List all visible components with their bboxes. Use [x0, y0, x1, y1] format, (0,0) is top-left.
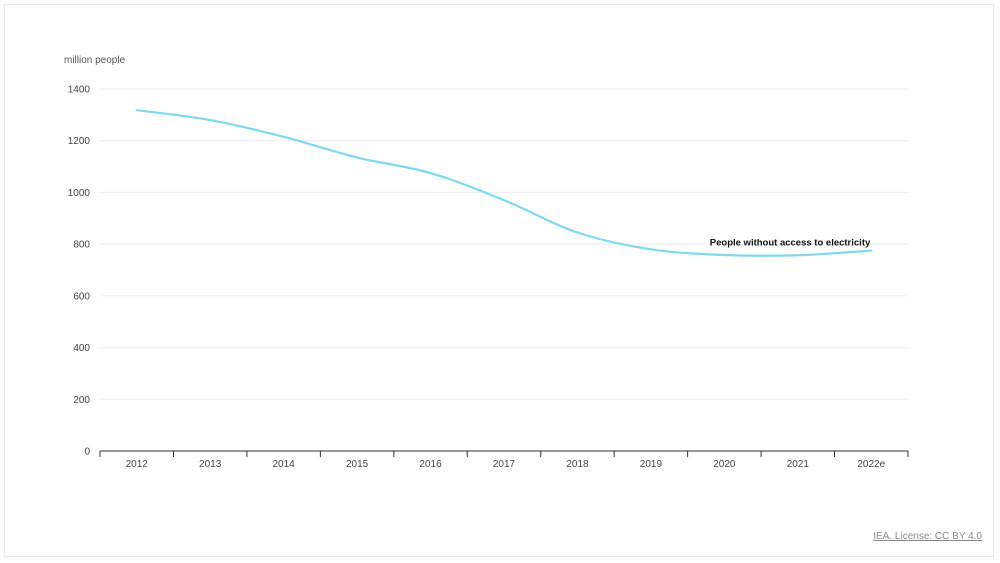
- x-tick-label: 2018: [566, 459, 589, 470]
- y-axis-label: million people: [64, 55, 126, 66]
- y-tick-label: 600: [73, 291, 90, 302]
- x-tick-label: 2013: [199, 459, 222, 470]
- series-label: People without access to electricity: [710, 238, 871, 249]
- y-tick-label: 0: [84, 447, 90, 458]
- series-group: People without access to electricity: [135, 109, 873, 257]
- x-axis: 2012 2013 2014 2015 2016 2017 2018 2019 2020 2021…: [99, 450, 909, 470]
- x-tick-label: 2012: [126, 459, 149, 470]
- y-tick-label: 1400: [68, 85, 91, 96]
- x-tick-label: 2017: [493, 459, 516, 470]
- y-tick-label: 1200: [68, 136, 91, 147]
- x-tick-label: 2021: [787, 459, 810, 470]
- x-tick-label: 2019: [640, 459, 663, 470]
- y-tick-label: 400: [73, 343, 90, 354]
- x-tick-label: 2014: [273, 459, 296, 470]
- y-tick-label: 1000: [68, 188, 91, 199]
- x-tick-label: 2020: [713, 459, 736, 470]
- gridlines: [100, 88, 908, 400]
- chart-frame: [4, 4, 994, 557]
- source-link[interactable]: IEA. License: CC BY 4.0: [873, 531, 982, 542]
- y-tick-label: 200: [73, 395, 90, 406]
- x-tick-label: 2015: [346, 459, 369, 470]
- y-tick-label: 800: [73, 240, 90, 251]
- y-tick-labels: 0 200 400 600 800 1000 1200 1400: [68, 85, 91, 458]
- x-tick-label: 2022e: [857, 459, 885, 470]
- x-tick-label: 2016: [419, 459, 442, 470]
- series-line: [135, 109, 873, 257]
